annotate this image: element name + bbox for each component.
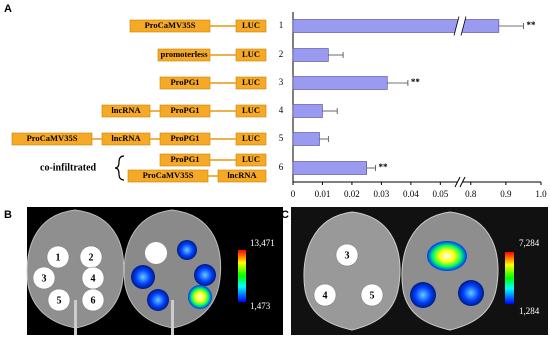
leaf-stem xyxy=(74,300,77,335)
category-label: 4 xyxy=(279,105,284,115)
x-tick-label: 0.03 xyxy=(374,189,390,199)
construct-label: ProPG1 xyxy=(170,77,199,87)
co-infiltrated-label: co-infiltrated xyxy=(40,162,97,173)
panel-label: A xyxy=(4,3,12,15)
spot-label: 6 xyxy=(91,295,96,306)
construct-label: LUC xyxy=(242,154,260,164)
luminescence-spot xyxy=(188,285,212,309)
bar-break-line xyxy=(460,16,467,36)
category-label: 3 xyxy=(279,77,284,87)
luminescence-spot xyxy=(194,264,216,286)
x-tick-label: 0 xyxy=(291,189,296,199)
spot xyxy=(335,243,359,267)
spot-label: 5 xyxy=(57,295,62,306)
spot-label: 4 xyxy=(91,273,96,284)
construct-label: ProCaMV35S xyxy=(143,170,194,180)
significance: ** xyxy=(526,20,536,30)
x-tick-label: 0.04 xyxy=(403,189,419,199)
colorbar-max: 7,284 xyxy=(519,238,540,248)
spot-label: 5 xyxy=(370,290,375,301)
construct-label: LUC xyxy=(242,133,260,143)
brace xyxy=(114,155,125,181)
construct-label: ProPG1 xyxy=(170,133,199,143)
bar xyxy=(292,104,323,118)
spot-label: 2 xyxy=(89,252,94,263)
category-label: 5 xyxy=(279,133,284,143)
significance: ** xyxy=(411,77,421,87)
construct-label: ProPG1 xyxy=(170,154,199,164)
luminescence-spot xyxy=(458,280,484,306)
colorbar-min: 1,284 xyxy=(519,306,540,316)
spot-label: 3 xyxy=(345,250,350,261)
spot xyxy=(32,266,56,290)
spot xyxy=(81,288,105,312)
x-tick-label: 0.02 xyxy=(344,189,360,199)
colorbar xyxy=(505,252,514,304)
x-tick-label: 0.9 xyxy=(500,189,512,199)
spot xyxy=(47,288,71,312)
axis-break xyxy=(454,176,461,188)
construct-label: lncRNA xyxy=(111,105,141,115)
x-tick-label: 0.8 xyxy=(465,189,477,199)
colorbar xyxy=(238,250,246,302)
construct-label: lncRNA xyxy=(227,170,257,180)
bar xyxy=(292,132,320,146)
construct-label: ProPG1 xyxy=(170,105,199,115)
bar xyxy=(292,48,329,62)
category-label: 6 xyxy=(279,162,284,172)
bar xyxy=(292,19,500,33)
category-label: 1 xyxy=(279,20,284,30)
construct-label: LUC xyxy=(242,49,260,59)
construct-label: LUC xyxy=(242,77,260,87)
spot xyxy=(46,245,70,269)
leaf xyxy=(401,211,499,331)
x-tick-label: 0.01 xyxy=(315,189,331,199)
category-label: 2 xyxy=(279,49,284,59)
spot xyxy=(313,283,337,307)
spot-label: 3 xyxy=(42,273,47,284)
x-tick-label: 1.0 xyxy=(535,189,547,199)
panel-label: C xyxy=(281,209,289,221)
colorbar-max: 13,471 xyxy=(250,238,275,248)
construct-label: ProCaMV35S xyxy=(145,20,196,30)
spot-label: 4 xyxy=(323,290,328,301)
construct-label: ProCaMV35S xyxy=(27,133,78,143)
bar xyxy=(292,76,388,90)
colorbar-min: 1,473 xyxy=(250,301,271,311)
leaf-stem xyxy=(171,300,174,335)
luminescence-spot xyxy=(131,265,155,289)
panel-label: B xyxy=(4,209,12,221)
significance: ** xyxy=(379,162,389,172)
bar xyxy=(292,161,367,175)
construct-label: LUC xyxy=(242,105,260,115)
construct-label: lncRNA xyxy=(111,133,141,143)
bar-break xyxy=(454,16,466,36)
spot-label: 1 xyxy=(56,252,61,263)
bar-break-line xyxy=(453,16,460,36)
spot xyxy=(360,283,384,307)
leaf xyxy=(303,211,401,331)
axis-break xyxy=(459,176,466,188)
construct-label: promoterless xyxy=(160,49,208,59)
luminescence-spot xyxy=(427,241,467,271)
luminescence-spot xyxy=(147,289,169,311)
construct-label: LUC xyxy=(242,20,260,30)
luminescence-spot xyxy=(177,240,197,260)
luminescence-spot xyxy=(145,242,167,264)
x-tick-label: 0.05 xyxy=(432,189,448,199)
luminescence-spot xyxy=(410,282,436,308)
